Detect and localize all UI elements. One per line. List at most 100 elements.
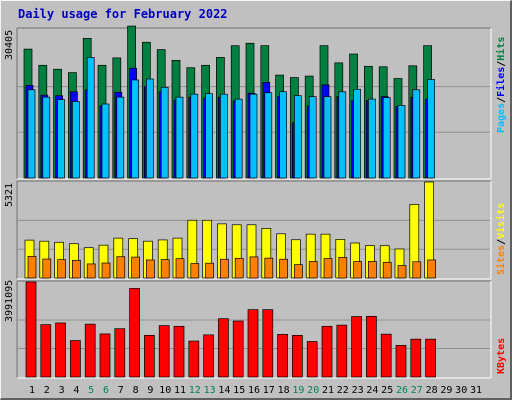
x-tick-label: 26 xyxy=(396,385,408,396)
svg-text:Sites/Visits: Sites/Visits xyxy=(495,203,507,275)
bar-sites xyxy=(27,255,37,279)
bar-sites xyxy=(86,263,96,279)
legend-visits: Visits xyxy=(495,203,507,239)
bar-sites xyxy=(382,261,392,279)
x-tick-label: 15 xyxy=(233,385,245,396)
bar-pages xyxy=(308,96,317,179)
bar-sites xyxy=(205,262,214,279)
bar-kbytes xyxy=(321,325,333,378)
bar-pages xyxy=(338,91,347,179)
bar-pages xyxy=(86,57,95,179)
bar-kbytes xyxy=(425,338,436,378)
ymax-label-bottom: 3991095 xyxy=(4,280,15,322)
bar-kbytes xyxy=(380,333,392,378)
bar-pages xyxy=(397,105,406,179)
legend-bottom: KBytes xyxy=(496,338,507,374)
x-tick-label: 27 xyxy=(411,385,423,396)
bar-pages xyxy=(427,79,435,179)
bar-kbytes xyxy=(232,320,244,378)
x-tick-label: 31 xyxy=(470,385,482,396)
bar-pages xyxy=(382,97,391,179)
bar-kbytes xyxy=(55,322,66,378)
legend-sep-2: / xyxy=(496,61,507,67)
bar-sites xyxy=(175,258,185,279)
bar-pages xyxy=(131,79,139,179)
bar-kbytes xyxy=(395,344,407,378)
bar-kbytes xyxy=(70,340,81,378)
bar-kbytes xyxy=(277,334,288,378)
bar-kbytes xyxy=(99,333,111,378)
bar-kbytes xyxy=(173,325,185,378)
x-tick-label: 5 xyxy=(88,385,94,396)
x-tick-label: 16 xyxy=(248,385,260,396)
bar-pages xyxy=(205,93,213,179)
x-tick-label: 19 xyxy=(292,385,304,396)
bar-pages xyxy=(72,101,80,179)
bar-sites xyxy=(42,258,52,279)
x-tick-label: 12 xyxy=(189,385,201,396)
bar-pages xyxy=(101,103,110,179)
x-tick-label: 24 xyxy=(366,385,378,396)
bar-pages xyxy=(412,89,421,179)
x-tick-label: 13 xyxy=(204,385,216,396)
bar-kbytes xyxy=(144,334,155,378)
bar-kbytes xyxy=(25,281,37,378)
ymax-label-mid: 5321 xyxy=(4,183,15,207)
bar-kbytes xyxy=(203,334,214,378)
legend-files: Files xyxy=(495,67,507,97)
legend-top: Pages/Files/Hits xyxy=(495,37,507,133)
bar-sites xyxy=(249,256,259,279)
x-tick-label: 10 xyxy=(159,385,171,396)
x-tick-label: 28 xyxy=(426,385,438,396)
bar-sites xyxy=(353,261,362,279)
x-tick-label: 20 xyxy=(307,385,319,396)
bar-kbytes xyxy=(410,338,422,378)
bar-kbytes xyxy=(262,309,274,378)
bar-pages xyxy=(323,96,332,179)
bar-kbytes xyxy=(366,315,377,378)
bar-pages xyxy=(116,96,125,179)
bar-pages xyxy=(279,91,287,179)
x-tick-label: 21 xyxy=(322,385,334,396)
bar-sites xyxy=(368,261,377,279)
x-tick-label: 14 xyxy=(218,385,230,396)
svg-text:KBytes: KBytes xyxy=(496,338,507,374)
x-tick-label: 9 xyxy=(147,385,153,396)
x-tick-label: 29 xyxy=(440,385,452,396)
bar-sites xyxy=(323,258,333,279)
bar-sites xyxy=(220,258,229,279)
x-tick-label: 22 xyxy=(337,385,349,396)
bar-kbytes xyxy=(306,341,318,378)
bar-sites xyxy=(72,259,81,279)
bar-pages xyxy=(234,98,243,179)
bar-kbytes xyxy=(247,309,259,378)
bar-sites xyxy=(190,263,200,279)
ymax-label-top: 30405 xyxy=(4,30,15,60)
bar-pages xyxy=(220,93,228,179)
bar-kbytes xyxy=(114,328,126,378)
x-tick-label: 6 xyxy=(103,385,109,396)
svg-text:Pages/Files/Hits: Pages/Files/Hits xyxy=(495,37,507,133)
bar-kbytes xyxy=(292,334,303,378)
x-tick-label: 23 xyxy=(352,385,364,396)
bar-pages xyxy=(249,93,258,179)
bar-kbytes xyxy=(188,340,200,378)
bar-sites xyxy=(57,259,66,279)
bar-pages xyxy=(57,99,65,179)
bar-kbytes xyxy=(129,288,140,378)
bar-kbytes xyxy=(336,324,348,378)
bar-pages xyxy=(294,95,302,179)
bar-kbytes xyxy=(84,323,96,378)
bar-sites xyxy=(412,261,422,279)
bar-pages xyxy=(42,96,51,179)
x-tick-label: 2 xyxy=(44,385,50,396)
bar-sites xyxy=(308,261,318,279)
bar-sites xyxy=(131,256,140,279)
x-tick-label: 18 xyxy=(278,385,290,396)
x-tick-label: 3 xyxy=(59,385,65,396)
bar-sites xyxy=(264,257,274,279)
bar-sites xyxy=(338,257,348,279)
x-tick-label: 8 xyxy=(133,385,139,396)
x-tick-label: 25 xyxy=(381,385,393,396)
